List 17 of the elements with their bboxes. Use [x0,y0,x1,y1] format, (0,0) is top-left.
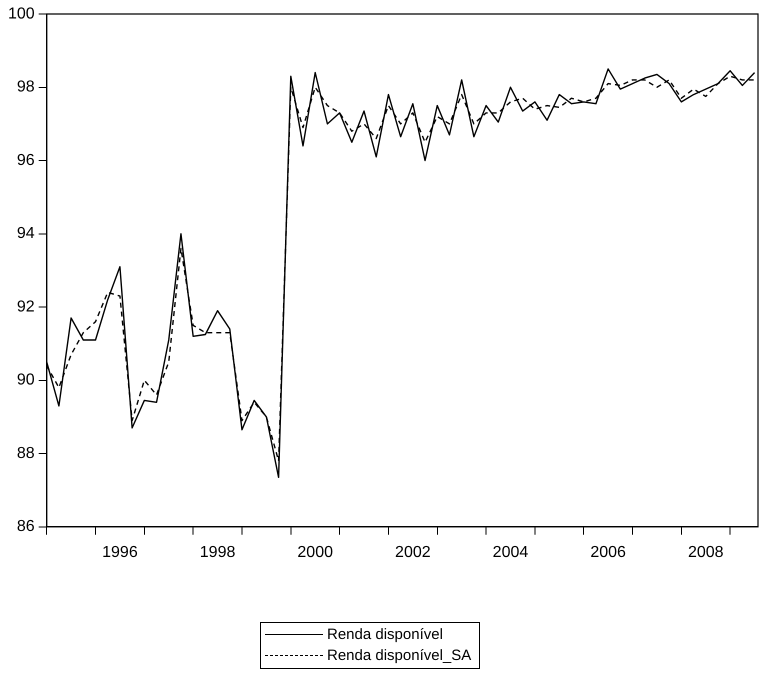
x-tick-label: 2008 [688,544,724,561]
y-tick-label: 96 [16,152,35,169]
y-tick-label: 90 [16,372,35,389]
legend-label: Renda disponível [327,625,443,645]
x-tick-label: 2000 [297,544,334,561]
y-tick-label: 92 [16,298,35,316]
x-tick-label: 2004 [492,544,528,561]
y-tick-label: 94 [16,225,35,242]
y-tick-label: 100 [8,5,35,22]
y-tick-label: 98 [16,78,35,96]
x-tick-label: 1998 [200,544,236,561]
x-tick-label: 2006 [590,544,626,561]
legend-label: Renda disponível_SA [327,646,472,666]
y-tick-label: 88 [16,444,35,462]
x-tick-label: 2002 [395,544,431,561]
y-tick-label: 86 [16,518,35,536]
x-tick-label: 1996 [102,544,138,561]
